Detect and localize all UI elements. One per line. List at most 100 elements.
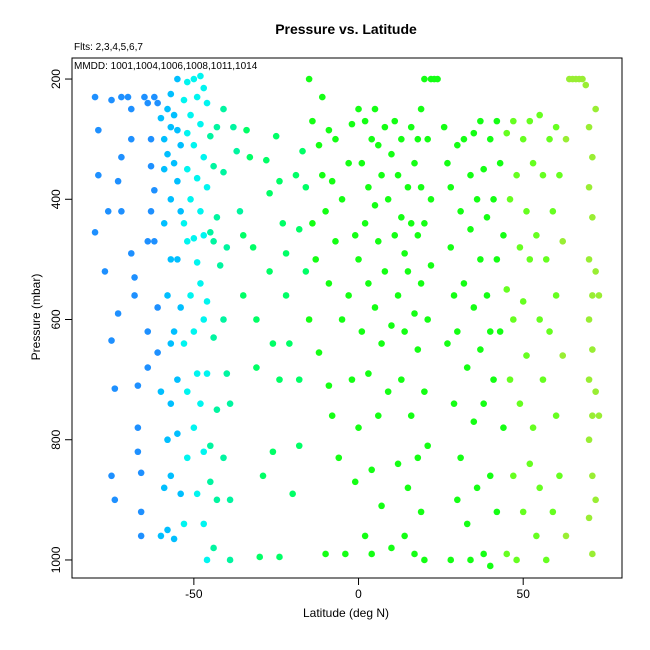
- data-point: [134, 448, 142, 456]
- data-point: [253, 316, 260, 323]
- data-point: [174, 256, 181, 263]
- data-point: [213, 406, 221, 413]
- data-point: [111, 496, 119, 504]
- data-point: [207, 229, 214, 236]
- data-point: [137, 469, 145, 477]
- data-point: [549, 508, 557, 516]
- data-point: [239, 232, 247, 239]
- data-point: [226, 400, 234, 407]
- data-point: [223, 370, 231, 377]
- data-point: [190, 75, 198, 83]
- data-point: [167, 472, 175, 480]
- data-point: [243, 126, 250, 134]
- data-point: [526, 256, 534, 263]
- data-point: [328, 177, 336, 185]
- data-point: [391, 232, 399, 239]
- data-point: [424, 316, 431, 323]
- data-point: [411, 550, 418, 558]
- data-point: [338, 195, 346, 203]
- data-point: [559, 238, 567, 245]
- data-point: [351, 478, 359, 486]
- data-point: [309, 220, 316, 227]
- data-point: [503, 550, 511, 558]
- x-axis-label: Latitude (deg N): [303, 606, 389, 620]
- data-point: [177, 490, 184, 498]
- data-point: [348, 120, 356, 128]
- data-point: [118, 153, 125, 161]
- x-tick-label: 50: [517, 587, 531, 601]
- data-point: [108, 96, 115, 104]
- data-point: [510, 472, 517, 480]
- data-point: [371, 201, 379, 209]
- data-point: [447, 556, 455, 564]
- data-point: [470, 129, 478, 137]
- data-point: [444, 340, 451, 347]
- data-point: [151, 238, 158, 245]
- data-point: [388, 544, 395, 552]
- data-point: [220, 105, 227, 113]
- data-point: [427, 195, 435, 203]
- data-point: [164, 292, 171, 299]
- data-point: [523, 352, 530, 359]
- data-point: [183, 238, 191, 245]
- data-point: [197, 72, 204, 80]
- data-point: [134, 382, 142, 389]
- data-point: [470, 418, 478, 425]
- data-point: [131, 292, 138, 299]
- data-point: [516, 244, 524, 251]
- data-point: [579, 75, 586, 83]
- data-point: [427, 262, 435, 269]
- data-point: [559, 352, 567, 359]
- data-point: [101, 268, 109, 275]
- data-point: [374, 141, 382, 149]
- data-point: [450, 400, 458, 407]
- data-point: [151, 93, 158, 101]
- data-point: [444, 159, 451, 167]
- data-point: [210, 544, 217, 552]
- data-point: [164, 150, 171, 158]
- data-point: [556, 171, 563, 179]
- data-point: [421, 220, 428, 227]
- data-point: [483, 214, 491, 221]
- y-tick-label: 200: [49, 69, 63, 89]
- data-point: [473, 195, 481, 203]
- data-point: [177, 141, 184, 149]
- data-point: [546, 328, 553, 335]
- data-point: [556, 472, 563, 480]
- data-point: [207, 442, 214, 450]
- data-point: [463, 520, 471, 528]
- data-point: [246, 153, 254, 161]
- data-point: [197, 400, 204, 407]
- data-point: [167, 340, 175, 347]
- data-point: [276, 177, 283, 185]
- data-point: [510, 117, 517, 125]
- data-point: [486, 135, 494, 143]
- data-point: [318, 93, 326, 101]
- data-point: [371, 304, 379, 311]
- data-point: [190, 141, 198, 149]
- data-point: [493, 117, 501, 125]
- data-point: [147, 162, 155, 170]
- data-point: [200, 448, 208, 456]
- data-point: [144, 328, 152, 335]
- data-point: [378, 171, 385, 179]
- data-point: [434, 75, 441, 83]
- x-tick-label: 0: [355, 587, 362, 601]
- data-point: [154, 349, 161, 356]
- data-point: [299, 147, 306, 155]
- data-point: [312, 256, 320, 263]
- data-point: [210, 238, 217, 245]
- data-point: [256, 553, 264, 561]
- data-point: [295, 226, 303, 233]
- data-point: [417, 280, 425, 287]
- chart-title: Pressure vs. Latitude: [275, 21, 417, 37]
- data-point: [592, 268, 599, 275]
- data-point: [361, 117, 369, 125]
- data-point: [193, 490, 201, 498]
- data-point: [542, 556, 550, 564]
- data-point: [114, 310, 122, 317]
- data-point: [174, 376, 181, 383]
- data-point: [203, 298, 211, 305]
